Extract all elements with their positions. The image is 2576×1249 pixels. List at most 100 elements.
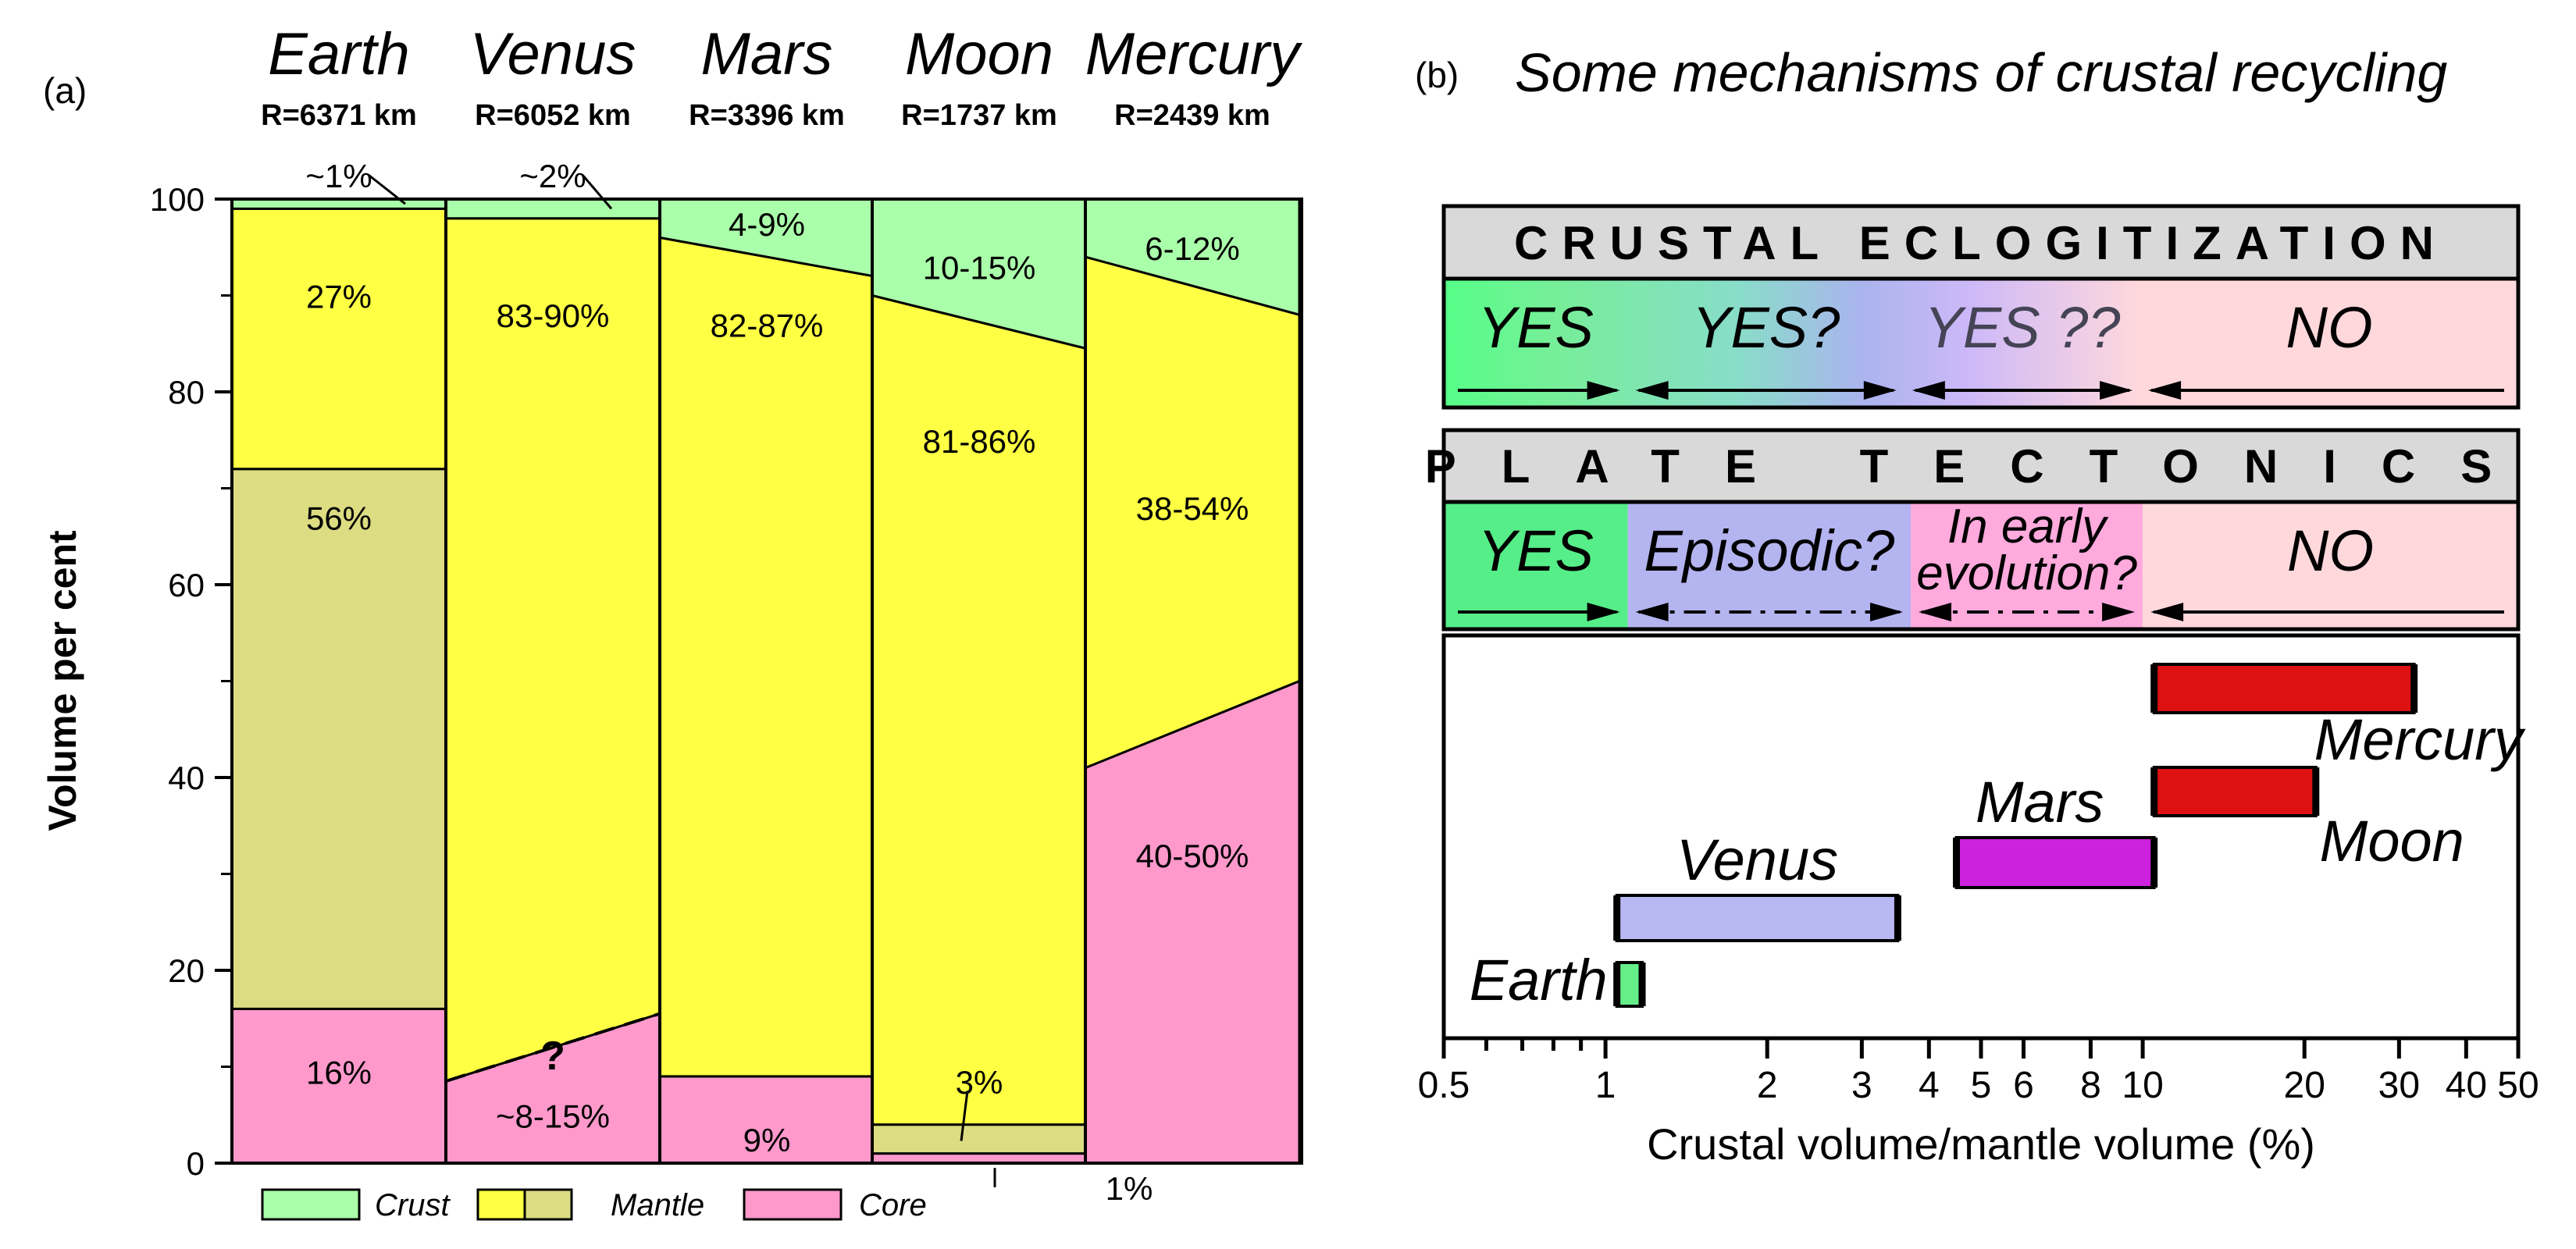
x-tick-label: 0.5 <box>1418 1065 1470 1106</box>
bar-segment-earth-lower-mantle <box>230 468 447 1010</box>
planet-name-mars: Mars <box>701 21 833 87</box>
band-header-crustal-eclogitization <box>1441 204 2521 281</box>
planet-name-earth: Earth <box>268 21 410 87</box>
zone-label-yes: YES <box>1478 295 1594 360</box>
bar-segment-moon-mantle <box>871 294 1088 1126</box>
planet-radius-venus: R=6052 km <box>475 99 631 132</box>
zone-label-no: NO <box>2287 518 2374 583</box>
zone-label-in-early-evolution-line1: In early <box>1947 500 2109 553</box>
arrowhead-left <box>1635 603 1669 621</box>
panel-a: (a) Volume per cent 0 20 40 60 80 100 Earth R=… <box>41 21 1303 1222</box>
range-label-moon: Moon <box>2320 809 2464 874</box>
value-label: 82-87% <box>711 308 824 344</box>
range-bar-earth <box>1615 961 1644 1008</box>
label-leader-line <box>581 174 613 210</box>
arrowhead-right <box>1870 603 1904 621</box>
y-tick-label: 100 <box>150 181 205 218</box>
band-title-crustal-eclogitization: CRUSTAL ECLOGITIZATION <box>1514 217 2448 269</box>
bar-segment-venus-mantle <box>444 217 661 1084</box>
zone-fill-plate-tectonics-1 <box>1627 502 1912 629</box>
range-label-earth: Earth <box>1470 948 1608 1012</box>
planet-headers: Earth R=6371 km Venus R=6052 km Mars R=3396 k… <box>261 21 1302 132</box>
value-label: ? <box>540 1034 565 1079</box>
x-tick-label: 5 <box>1971 1065 1992 1106</box>
label-leader-line <box>368 173 406 205</box>
value-label: 1% <box>1106 1170 1153 1207</box>
legend: Crust Mantle Core <box>261 1188 927 1222</box>
x-tick-label: 1 <box>1595 1065 1616 1106</box>
y-axis: 0 20 40 60 80 100 <box>150 181 233 1182</box>
stacked-columns <box>230 197 1303 1165</box>
value-label: 38-54% <box>1136 490 1249 527</box>
value-label: 40-50% <box>1136 838 1249 874</box>
zone-label-yes: YES? <box>1692 295 1840 360</box>
band-frame-plate-tectonics <box>1441 500 2521 632</box>
x-tick-label: 10 <box>2122 1065 2163 1106</box>
band-title-plate-tectonics: PLATE TECTONICS <box>1425 440 2537 493</box>
value-label: 6-12% <box>1145 230 1239 267</box>
x-tick-label: 3 <box>1851 1065 1872 1106</box>
x-axis-label: Crustal volume/mantle volume (%) <box>1647 1119 2315 1169</box>
arrowhead-left <box>2150 603 2184 621</box>
arrowhead-right <box>1587 381 1620 400</box>
range-bar-venus <box>1615 894 1900 942</box>
zone-fill-plate-tectonics-3 <box>2143 502 2518 629</box>
panel-b-label: (b) <box>1415 55 1459 95</box>
x-tick-label: 40 <box>2446 1065 2487 1106</box>
zone-label-episodic: Episodic? <box>1644 518 1894 583</box>
arrowhead-right <box>2100 381 2133 400</box>
planet-radius-earth: R=6371 km <box>261 99 417 132</box>
legend-label-core: Core <box>859 1188 927 1222</box>
bar-segment-earth-mantle <box>230 207 447 471</box>
arrowhead-right <box>1587 603 1620 621</box>
x-tick-label: 20 <box>2284 1065 2325 1106</box>
bar-segment-moon-lower-mantle <box>871 1123 1088 1155</box>
y-tick-label: 20 <box>168 952 205 989</box>
range-label-venus: Venus <box>1676 827 1838 892</box>
zone-label-no: NO <box>2286 295 2373 360</box>
x-tick-label: 8 <box>2080 1065 2101 1106</box>
y-tick-label: 60 <box>168 567 205 603</box>
value-label: 3% <box>956 1064 1003 1101</box>
zone-fill-crustal-eclogitization-3 <box>2140 279 2518 407</box>
legend-swatch-crust <box>261 1188 361 1221</box>
arrowhead-right <box>2102 603 2136 621</box>
bar-segment-mars-mantle <box>658 236 875 1078</box>
value-label: 4-9% <box>729 206 805 243</box>
legend-label-crust: Crust <box>375 1188 451 1222</box>
value-label: ~2% <box>519 158 586 194</box>
planet-ranges: Earth Venus Mars Moon Mercury <box>1470 663 2526 1012</box>
zone-gradient-fill <box>1444 279 2141 407</box>
panel-b: (b) Some mechanisms of crustal recycling… <box>1415 42 2539 1169</box>
band-frame-crustal-eclogitization <box>1441 276 2521 410</box>
value-label: 27% <box>306 279 372 315</box>
range-bar-mercury <box>2152 663 2416 714</box>
label-leader-line <box>960 1091 969 1141</box>
arrowhead-left <box>1919 603 1952 621</box>
panel-a-label: (a) <box>43 70 87 111</box>
value-label: 9% <box>743 1122 791 1158</box>
legend-label-mantle: Mantle <box>611 1188 704 1222</box>
zone-label-yes: YES ?? <box>1924 295 2120 360</box>
planet-radius-mars: R=3396 km <box>689 99 845 132</box>
x-tick-label: 50 <box>2497 1065 2539 1106</box>
value-label: 10-15% <box>923 249 1036 286</box>
range-bar-mars <box>1954 836 2156 889</box>
x-tick-label: 4 <box>1919 1065 1940 1106</box>
x-axis: 0.5 1 2 3 4 5 6 8 10 20 30 40 50 <box>1418 1038 2539 1106</box>
value-label: 81-86% <box>923 423 1036 460</box>
value-label: 56% <box>306 500 372 537</box>
y-tick-label: 40 <box>168 760 205 796</box>
y-axis-label: Volume per cent <box>41 530 84 831</box>
panel-b-title: Some mechanisms of crustal recycling <box>1515 42 2447 103</box>
planet-name-mercury: Mercury <box>1085 21 1302 87</box>
legend-swatch-mantle <box>523 1188 573 1221</box>
value-labels: ~1% 27% 56% 16% ~2% 83-90%? ~8-15% 4-9% 82-87% 9%… <box>305 158 1249 1207</box>
value-label: 83-90% <box>497 297 610 334</box>
y-tick-label: 0 <box>187 1145 205 1182</box>
x-tick-label: 6 <box>2013 1065 2034 1106</box>
value-label: ~1% <box>305 158 372 194</box>
range-label-mercury: Mercury <box>2314 707 2526 772</box>
arrowhead-right <box>1863 381 1897 400</box>
arrowhead-left <box>1635 381 1669 400</box>
